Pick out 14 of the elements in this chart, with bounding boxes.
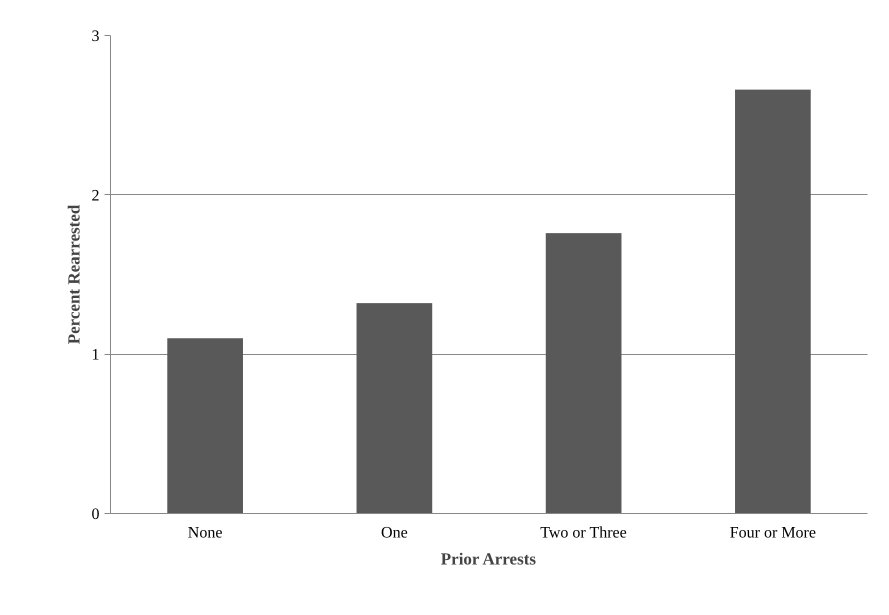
x-tick-label: None xyxy=(188,524,222,542)
x-axis-title: Prior Arrests xyxy=(440,550,536,568)
x-tick-label: One xyxy=(381,524,408,542)
y-tick-label: 2 xyxy=(92,187,100,204)
y-tick-label: 3 xyxy=(92,28,100,45)
bar xyxy=(735,90,811,514)
bar xyxy=(546,233,622,514)
x-tick-label: Four or More xyxy=(730,524,816,542)
bar xyxy=(356,303,432,514)
y-tick-label: 1 xyxy=(92,346,100,364)
y-tick-label: 0 xyxy=(92,506,100,523)
y-axis-title: Percent Rearrested xyxy=(64,204,84,344)
bar xyxy=(167,338,243,514)
x-tick-label: Two or Three xyxy=(540,524,627,542)
